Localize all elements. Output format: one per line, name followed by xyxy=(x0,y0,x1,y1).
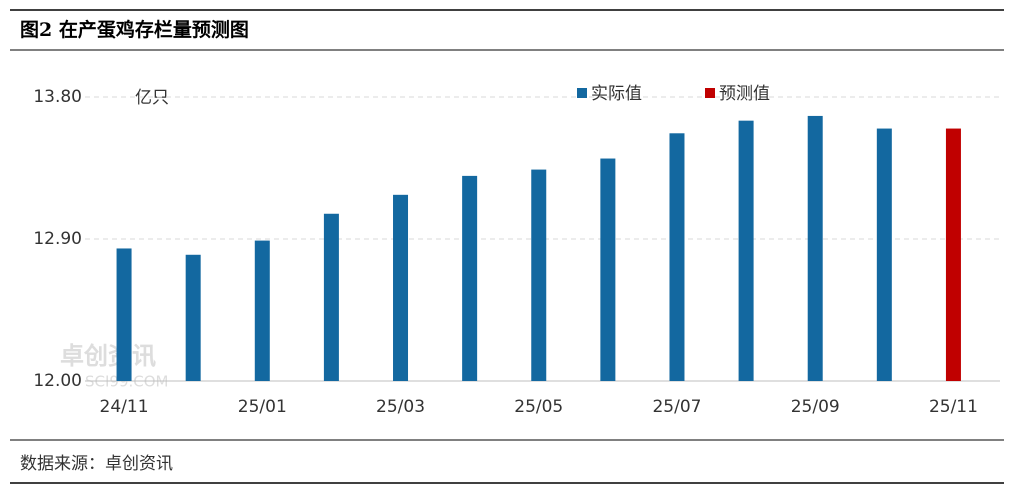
y-tick-label: 12.90 xyxy=(33,229,82,249)
bar xyxy=(807,115,823,381)
x-tick-label: 25/11 xyxy=(929,397,978,417)
bar xyxy=(738,120,754,382)
watermark: 卓创资讯 xyxy=(60,342,156,370)
bar xyxy=(185,254,201,381)
y-tick-label: 13.80 xyxy=(33,87,82,107)
bar xyxy=(531,169,547,381)
y-tick-label: 12.00 xyxy=(33,371,82,391)
x-tick-label: 25/03 xyxy=(376,397,425,417)
chart-title: 图2 在产蛋鸡存栏量预测图 xyxy=(20,18,249,41)
bar xyxy=(462,175,478,381)
bar xyxy=(669,133,685,381)
x-tick-label: 25/01 xyxy=(238,397,287,417)
x-tick-label: 25/09 xyxy=(791,397,840,417)
bar xyxy=(254,240,270,381)
source: 数据来源：卓创资讯 xyxy=(20,454,173,474)
legend-label: 实际值 xyxy=(591,84,642,104)
bar xyxy=(600,158,616,381)
bar xyxy=(116,248,132,381)
bar xyxy=(323,213,339,381)
x-tick-label: 25/07 xyxy=(652,397,701,417)
legend-swatch xyxy=(577,88,587,98)
bar xyxy=(945,128,961,381)
x-tick-label: 25/05 xyxy=(514,397,563,417)
legend-label: 预测值 xyxy=(719,84,770,104)
x-tick-label: 24/11 xyxy=(100,397,149,417)
bar xyxy=(876,128,892,381)
bar xyxy=(393,194,409,381)
unit-label: 亿只 xyxy=(135,88,169,108)
legend-swatch xyxy=(705,88,715,98)
